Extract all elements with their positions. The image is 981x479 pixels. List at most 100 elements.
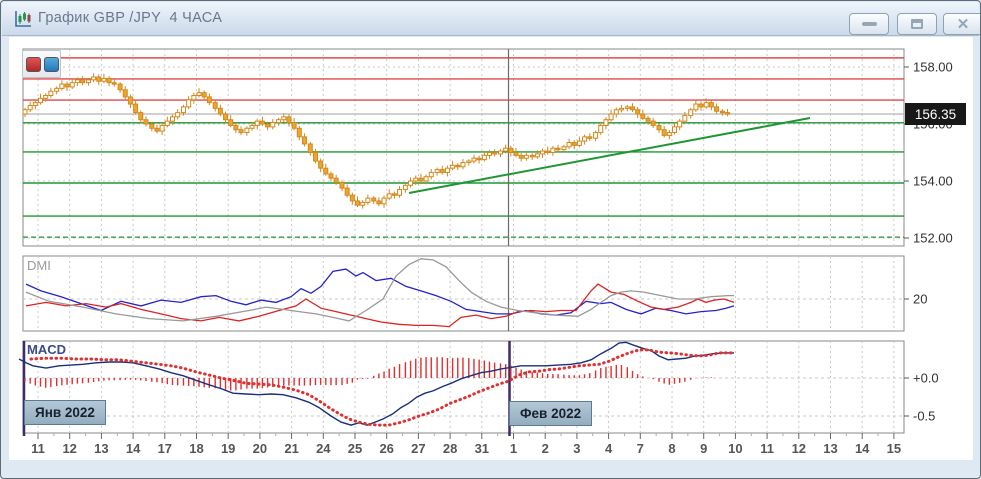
candle-body bbox=[434, 169, 440, 173]
candle-body bbox=[233, 124, 239, 131]
candle-body bbox=[127, 96, 133, 105]
candle-body bbox=[645, 117, 651, 122]
candle-body bbox=[217, 107, 223, 115]
date-axis-label: 31 bbox=[475, 441, 489, 456]
date-axis-label: 28 bbox=[443, 441, 457, 456]
candle-body bbox=[69, 82, 75, 88]
candle-body bbox=[529, 154, 535, 158]
candle-body bbox=[444, 167, 450, 173]
candle-body bbox=[460, 161, 466, 168]
candle-body bbox=[503, 147, 509, 152]
macd-signal-line bbox=[29, 348, 736, 427]
candle-body bbox=[386, 193, 392, 199]
marker-toolbar bbox=[22, 50, 61, 78]
candle-body bbox=[714, 106, 720, 112]
candle-body bbox=[323, 167, 329, 175]
minimize-button[interactable] bbox=[849, 13, 889, 35]
dmi-axis-label: 20 bbox=[913, 292, 927, 307]
candle-body bbox=[576, 140, 582, 146]
candle-body bbox=[286, 116, 292, 124]
trendline[interactable] bbox=[408, 117, 811, 194]
candle-body bbox=[508, 147, 514, 154]
candle-body bbox=[91, 76, 97, 81]
date-axis-label: 9 bbox=[700, 441, 707, 456]
macd-line bbox=[18, 341, 734, 426]
candle-body bbox=[650, 120, 656, 126]
candle-body bbox=[307, 143, 313, 153]
candle-body bbox=[328, 173, 334, 179]
candle-body bbox=[54, 87, 60, 92]
minimize-icon bbox=[861, 22, 877, 26]
candle-body bbox=[212, 102, 218, 109]
candle-body bbox=[518, 154, 524, 159]
candle-body bbox=[223, 113, 229, 121]
date-axis-label: 27 bbox=[411, 441, 425, 456]
close-icon: ✕ bbox=[956, 15, 970, 33]
candle-body bbox=[476, 157, 482, 161]
blue-marker-button[interactable] bbox=[44, 56, 59, 72]
date-axis-label: 3 bbox=[573, 441, 580, 456]
candle-body bbox=[513, 152, 519, 156]
candle-body bbox=[281, 116, 287, 121]
date-axis-label: 13 bbox=[823, 441, 837, 456]
candle-body bbox=[598, 124, 604, 134]
candle-body bbox=[143, 119, 149, 125]
candle-body bbox=[688, 109, 694, 116]
candle-body bbox=[318, 160, 324, 169]
candle-body bbox=[402, 184, 408, 191]
candle-body bbox=[661, 129, 667, 136]
candle-body bbox=[635, 109, 641, 115]
month-label-feb: Фев 2022 bbox=[509, 401, 593, 426]
candle-body bbox=[408, 180, 414, 186]
candle-body bbox=[48, 90, 54, 96]
candle-body bbox=[80, 79, 86, 84]
restore-button[interactable] bbox=[897, 13, 937, 35]
candle-body bbox=[22, 109, 28, 115]
candle-body bbox=[371, 197, 377, 202]
candle-body bbox=[122, 89, 128, 98]
candle-body bbox=[486, 152, 492, 156]
candle-body bbox=[196, 92, 202, 97]
candle-body bbox=[360, 201, 366, 206]
window-title: График GBP /JPY 4 ЧАСА bbox=[38, 10, 223, 26]
price-axis-label: 158.00 bbox=[913, 60, 953, 75]
date-axis-label: 8 bbox=[668, 441, 675, 456]
candle-body bbox=[270, 122, 276, 128]
candle-body bbox=[344, 187, 350, 196]
candle-body bbox=[111, 82, 117, 85]
close-button[interactable]: ✕ bbox=[943, 13, 980, 35]
date-axis-label: 10 bbox=[728, 441, 742, 456]
candle-body bbox=[186, 99, 192, 108]
month-label-jan: Янв 2022 bbox=[24, 400, 106, 425]
candle-body bbox=[74, 79, 80, 84]
candle-body bbox=[428, 171, 434, 178]
macd-axis-label: -0.5 bbox=[913, 409, 935, 424]
candle-body bbox=[608, 113, 614, 121]
candle-body bbox=[523, 154, 529, 159]
candle-body bbox=[471, 157, 477, 162]
candle-body bbox=[693, 103, 699, 111]
date-axis-label: 4 bbox=[605, 441, 613, 456]
date-axis-label: 17 bbox=[158, 441, 172, 456]
candle-body bbox=[154, 127, 160, 132]
red-marker-button[interactable] bbox=[26, 56, 41, 72]
date-axis-label: 20 bbox=[253, 441, 267, 456]
candle-body bbox=[582, 136, 588, 142]
candle-body bbox=[175, 112, 181, 118]
candle-body bbox=[534, 153, 540, 158]
date-axis-label: 11 bbox=[760, 441, 774, 456]
chart-app-icon bbox=[15, 11, 31, 27]
candle-body bbox=[656, 124, 662, 131]
restore-icon bbox=[911, 19, 923, 29]
title-bar[interactable]: График GBP /JPY 4 ЧАСА ✕ bbox=[2, 2, 980, 36]
current-price-badge: 156.35 bbox=[905, 103, 966, 125]
candle-body bbox=[439, 169, 445, 173]
candle-body bbox=[201, 92, 207, 98]
candle-body bbox=[682, 114, 688, 122]
candle-body bbox=[164, 120, 170, 126]
date-axis-label: 24 bbox=[316, 441, 331, 456]
candle-body bbox=[206, 96, 212, 104]
candle-body bbox=[96, 76, 102, 82]
date-axis-label: 11 bbox=[31, 441, 45, 456]
